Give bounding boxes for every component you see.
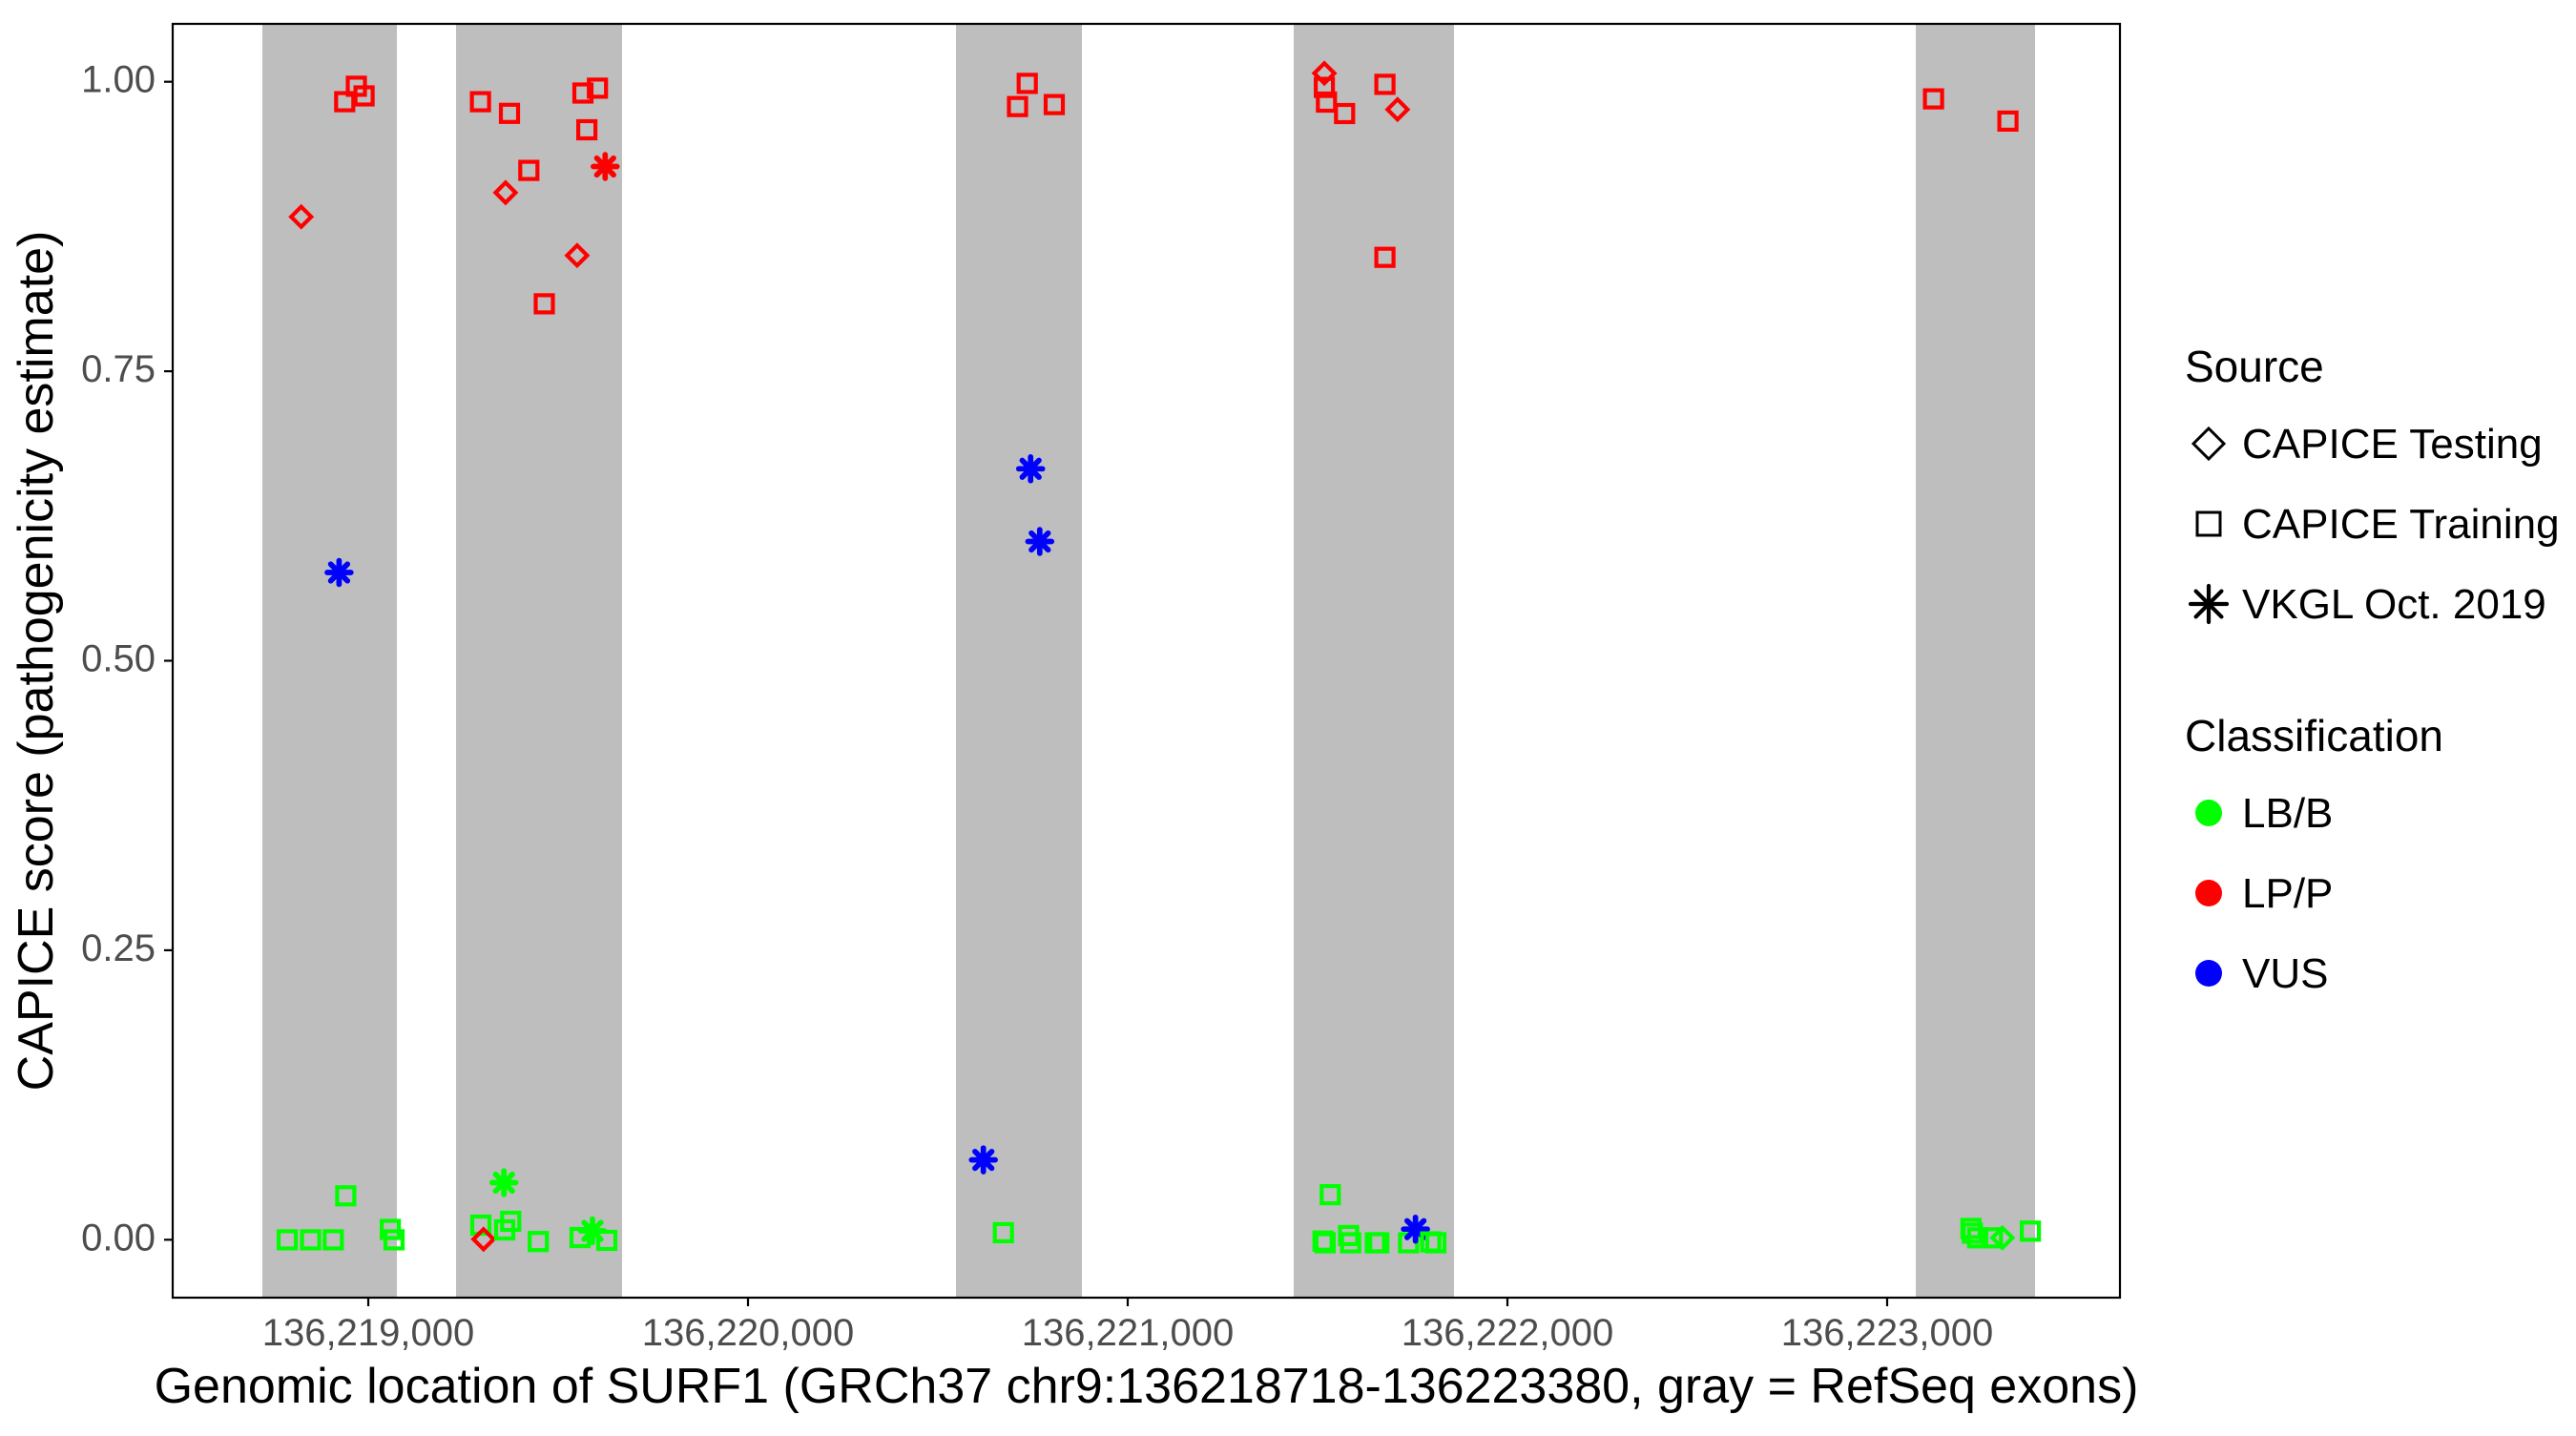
svg-text:LP/P: LP/P: [2242, 870, 2333, 917]
svg-text:Classification: Classification: [2185, 711, 2443, 760]
svg-text:0.75: 0.75: [81, 348, 156, 390]
svg-text:CAPICE Testing: CAPICE Testing: [2242, 421, 2543, 468]
svg-text:CAPICE score (pathogenicity es: CAPICE score (pathogenicity estimate): [9, 231, 64, 1092]
svg-text:136,221,000: 136,221,000: [1022, 1312, 1234, 1354]
svg-text:Genomic location of SURF1 (GRC: Genomic location of SURF1 (GRCh37 chr9:1…: [155, 1359, 2139, 1414]
svg-text:Source: Source: [2185, 342, 2324, 391]
svg-text:VUS: VUS: [2242, 950, 2328, 997]
svg-text:VKGL Oct. 2019: VKGL Oct. 2019: [2242, 581, 2546, 628]
svg-text:LB/B: LB/B: [2242, 790, 2333, 837]
svg-text:136,223,000: 136,223,000: [1781, 1312, 1993, 1354]
svg-text:136,222,000: 136,222,000: [1402, 1312, 1613, 1354]
svg-text:0.00: 0.00: [81, 1217, 156, 1259]
svg-text:136,220,000: 136,220,000: [642, 1312, 854, 1354]
svg-text:0.50: 0.50: [81, 638, 156, 680]
svg-text:136,219,000: 136,219,000: [262, 1312, 474, 1354]
svg-text:CAPICE Training: CAPICE Training: [2242, 501, 2560, 548]
svg-text:0.25: 0.25: [81, 927, 156, 969]
svg-text:1.00: 1.00: [81, 59, 156, 101]
